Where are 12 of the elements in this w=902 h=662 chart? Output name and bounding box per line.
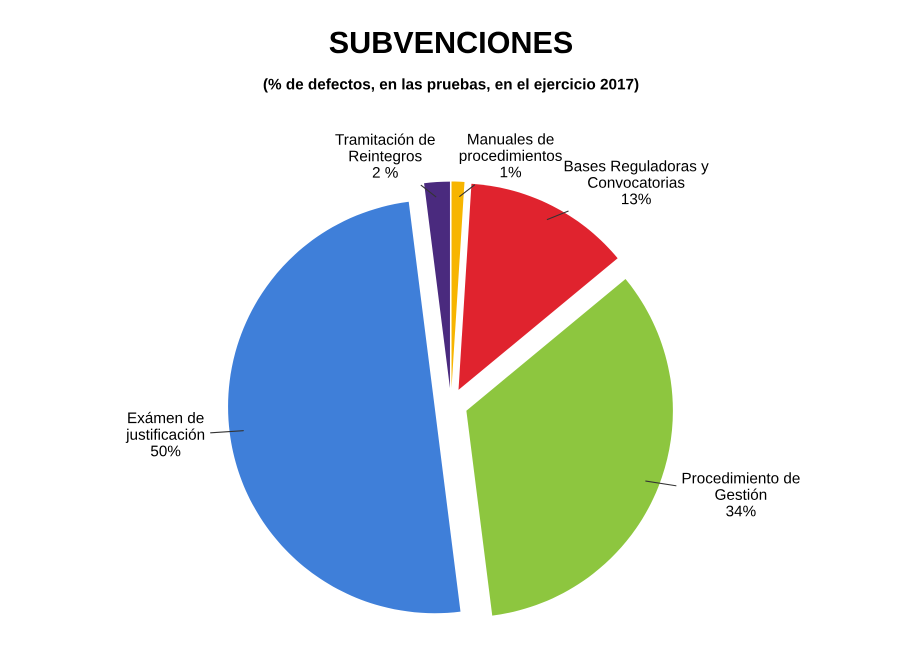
data-label: 1% [500,166,522,178]
data-label: 34% [726,506,756,516]
slice-label: Bases Reguladoras y Convocatorias [564,160,709,188]
slice-label: Manuales de procedimientos [460,133,562,164]
slice-label: Tramitación de Reintegros [335,133,435,164]
data-label: 2 % [372,166,398,178]
slice-label: Procedimiento de Gestión [682,472,800,500]
chart-subtitle: (% de defectos, en las pruebas, en el ejercicio 2017) [264,78,638,93]
data-label: 13% [622,194,651,204]
chart-title: SUBVENCIONES [330,32,572,54]
slice-label: Exámen de justificación [126,412,204,443]
data-label: 50% [150,446,180,456]
